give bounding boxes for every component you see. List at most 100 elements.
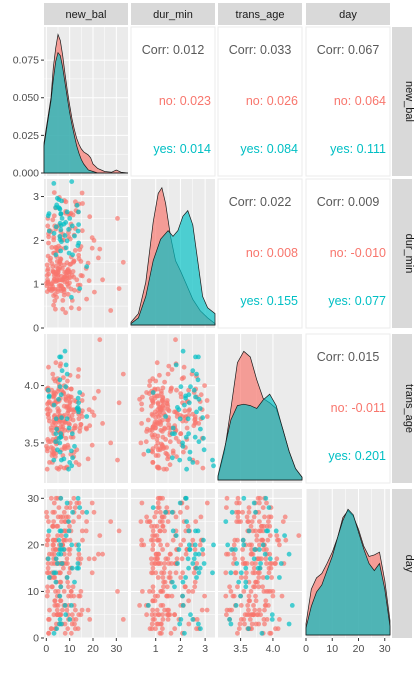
scatter-point-no xyxy=(180,570,186,576)
scatter-point-no xyxy=(246,505,252,510)
scatter-point-yes xyxy=(74,202,80,208)
scatter-point-yes xyxy=(45,556,51,562)
scatter-point-yes xyxy=(69,179,75,185)
scatter-point-no xyxy=(49,427,54,433)
scatter-point-no xyxy=(155,621,161,627)
scatter-point-no xyxy=(147,589,152,594)
x-tick-label: 1 xyxy=(153,643,159,655)
scatter-point-no xyxy=(53,306,58,312)
scatter-point-yes xyxy=(57,377,63,383)
scatter-point-no xyxy=(251,514,257,520)
scatter-point-yes xyxy=(173,362,179,368)
scatter-point-no xyxy=(257,500,262,506)
scatter-point-yes xyxy=(184,519,190,524)
scatter-point-yes xyxy=(69,448,74,454)
scatter-point-yes xyxy=(178,617,184,622)
scatter-point-no xyxy=(68,407,74,412)
scatter-point-no xyxy=(247,598,253,604)
scatter-point-yes xyxy=(57,617,63,622)
scatter-point-no xyxy=(116,528,122,534)
scatter-point-no xyxy=(44,289,50,294)
scatter-point-no xyxy=(241,589,247,594)
scatter-point-no xyxy=(153,415,159,421)
scatter-point-no xyxy=(154,523,160,529)
scatter-point-no xyxy=(85,607,91,613)
scatter-point-yes xyxy=(58,354,64,360)
scatter-point-no xyxy=(72,248,78,253)
scatter-point-yes xyxy=(72,579,77,585)
correlation-no: no: 0.008 xyxy=(246,246,298,260)
scatter-point-yes xyxy=(172,431,177,437)
scatter-point-no xyxy=(223,593,229,599)
scatter-point-no xyxy=(58,598,64,604)
scatter-point-no xyxy=(150,400,156,406)
scatter-point-no xyxy=(248,589,254,594)
scatter-point-yes xyxy=(193,354,198,360)
scatter-point-no xyxy=(150,584,156,590)
scatter-point-no xyxy=(159,441,164,447)
scatter-point-yes xyxy=(66,466,71,472)
y-tick-label: 3 xyxy=(33,191,39,203)
scatter-point-no xyxy=(159,621,164,627)
scatter-point-yes xyxy=(185,556,191,562)
scatter-point-yes xyxy=(234,561,240,566)
scatter-point-no xyxy=(72,287,77,293)
correlation-yes: yes: 0.084 xyxy=(240,142,298,156)
scatter-point-yes xyxy=(183,434,189,440)
scatter-point-no xyxy=(163,556,169,562)
scatter-point-no xyxy=(262,607,267,613)
panel-new_bal-new_bal xyxy=(43,27,129,176)
scatter-point-no xyxy=(255,570,261,576)
scatter-point-yes xyxy=(66,425,72,431)
scatter-point-no xyxy=(167,570,173,576)
scatter-point-no xyxy=(249,621,255,627)
scatter-point-no xyxy=(86,278,92,284)
scatter-point-yes xyxy=(210,457,215,463)
scatter-point-no xyxy=(45,565,51,571)
scatter-point-yes xyxy=(59,368,65,374)
scatter-point-no xyxy=(233,570,239,576)
scatter-point-yes xyxy=(177,416,183,422)
scatter-point-yes xyxy=(46,528,52,534)
scatter-point-no xyxy=(63,310,68,316)
scatter-point-no xyxy=(275,626,281,632)
scatter-point-yes xyxy=(185,416,191,422)
scatter-point-no xyxy=(84,296,89,302)
scatter-point-no xyxy=(164,466,170,472)
scatter-point-yes xyxy=(259,630,265,636)
scatter-point-no xyxy=(67,280,72,286)
scatter-point-yes xyxy=(145,448,151,454)
scatter-point-yes xyxy=(54,426,60,432)
correlation-yes: yes: 0.201 xyxy=(328,449,386,463)
scatter-point-no xyxy=(277,542,282,548)
scatter-point-yes xyxy=(223,519,229,524)
scatter-point-no xyxy=(141,451,147,457)
scatter-point-no xyxy=(173,570,179,576)
scatter-point-no xyxy=(58,579,64,585)
scatter-point-yes xyxy=(200,415,206,421)
correlation-no: no: 0.023 xyxy=(159,94,211,108)
scatter-point-no xyxy=(148,537,154,543)
scatter-point-no xyxy=(63,514,69,520)
scatter-point-yes xyxy=(51,181,57,186)
y-tick-label: 3.5 xyxy=(24,437,39,449)
scatter-point-no xyxy=(166,422,172,427)
scatter-point-no xyxy=(138,519,144,524)
scatter-point-no xyxy=(244,561,250,566)
scatter-point-no xyxy=(254,533,260,538)
scatter-point-yes xyxy=(188,384,193,390)
scatter-point-yes xyxy=(59,415,64,421)
scatter-point-no xyxy=(159,570,165,576)
scatter-point-no xyxy=(76,514,82,520)
scatter-point-no xyxy=(67,551,72,557)
column-strip-label: day xyxy=(339,9,357,21)
scatter-point-no xyxy=(167,439,173,445)
scatter-point-no xyxy=(69,612,75,618)
scatter-point-no xyxy=(51,213,57,219)
scatter-point-no xyxy=(45,584,50,590)
scatter-point-no xyxy=(87,214,93,220)
scatter-point-no xyxy=(71,274,77,280)
scatter-point-yes xyxy=(53,252,59,258)
scatter-point-no xyxy=(258,537,264,543)
column-strip xyxy=(218,3,302,25)
